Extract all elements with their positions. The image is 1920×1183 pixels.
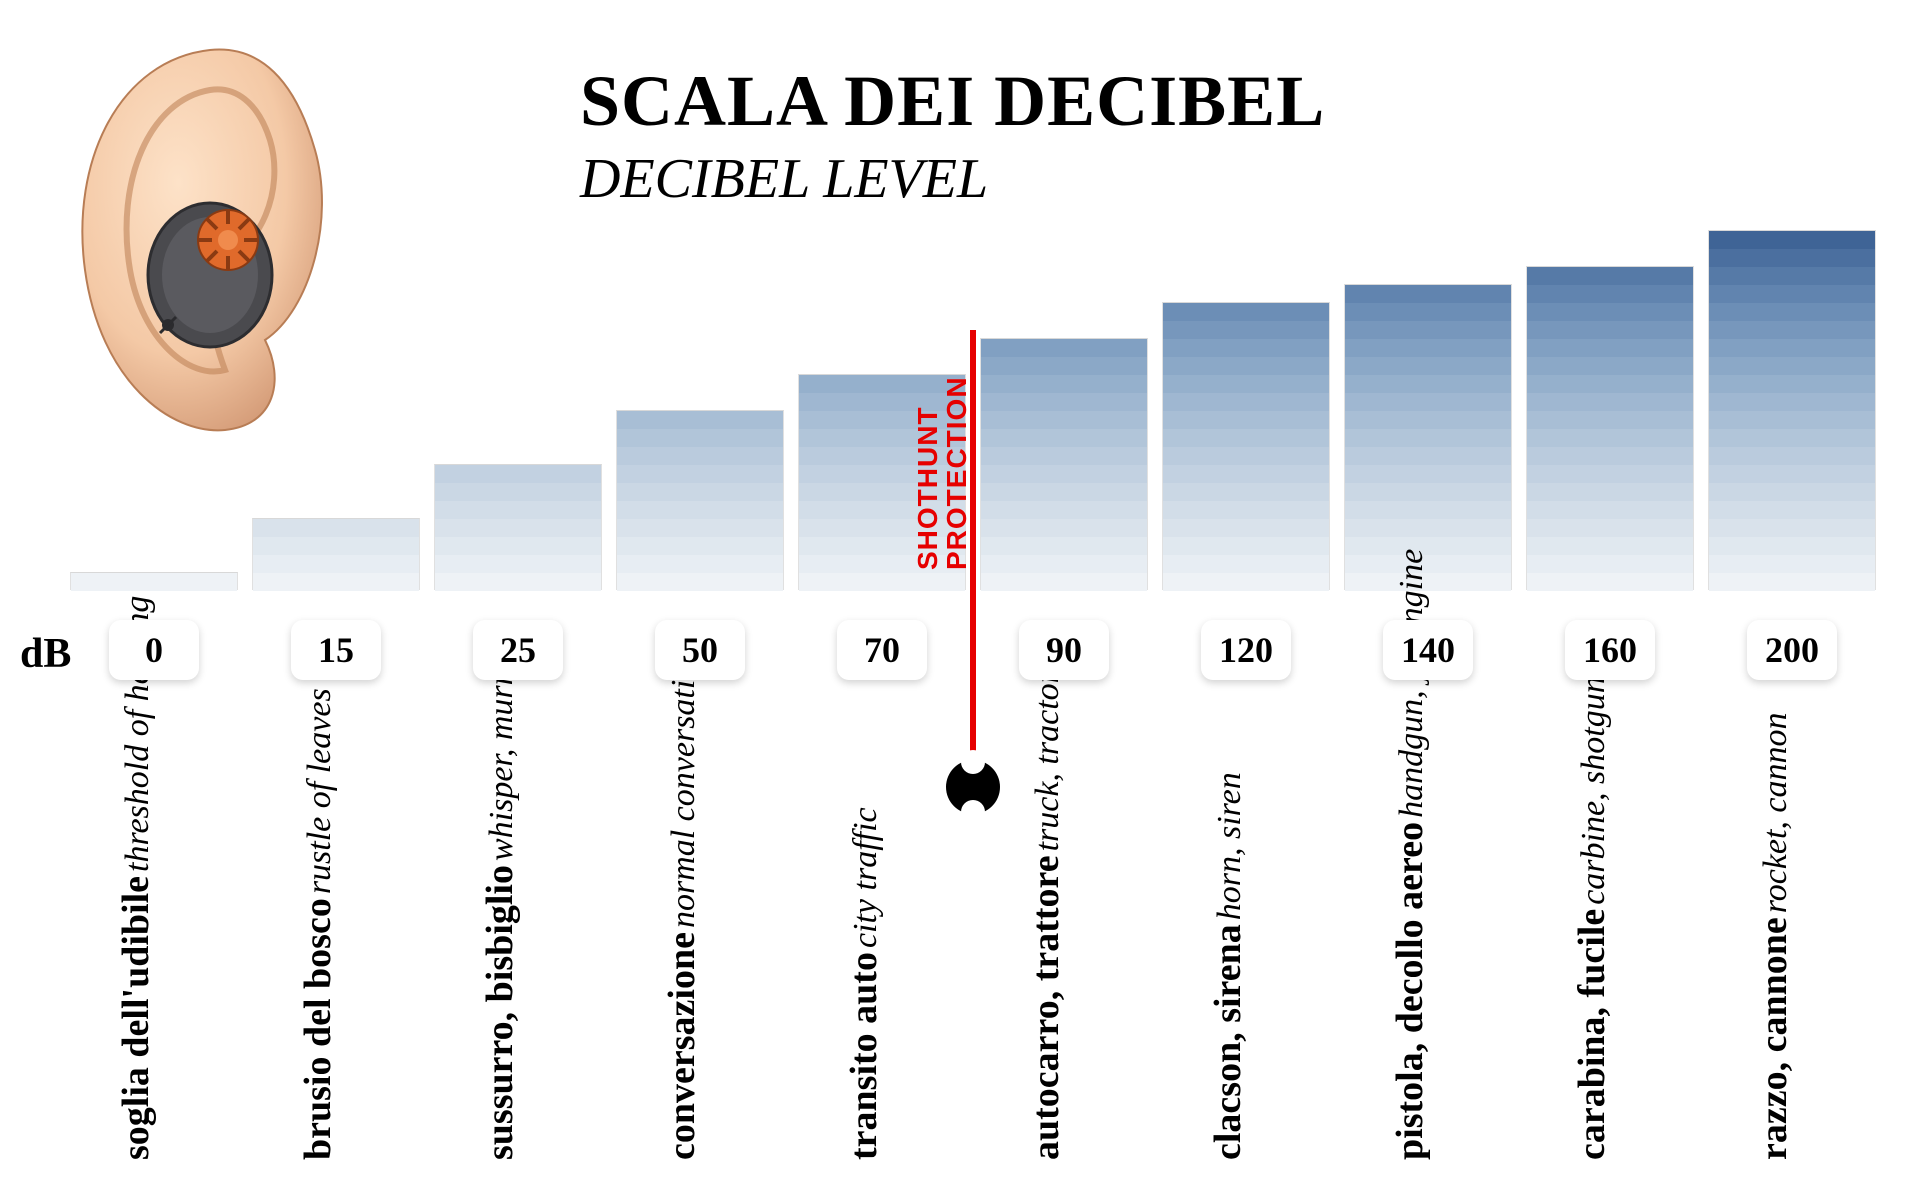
bar-label-en: truck, tractor <box>1029 670 1066 851</box>
chart-bar <box>1526 266 1694 590</box>
db-value-box: 140 <box>1383 620 1473 680</box>
bar-label-it: conversazione <box>661 932 703 1160</box>
chart-bar <box>70 572 238 590</box>
bar-label-en: rocket, cannon <box>1757 712 1794 913</box>
chart-bar <box>980 338 1148 590</box>
db-value-box: 50 <box>655 620 745 680</box>
bar-label-en: normal conversation <box>665 646 702 928</box>
chart-bar <box>616 410 784 590</box>
title-sub: DECIBEL LEVEL <box>580 147 1325 211</box>
db-value-box: 25 <box>473 620 563 680</box>
db-value-box: 160 <box>1565 620 1655 680</box>
bar-label: carabina, fucile carbine, shotgun <box>1570 676 1614 1160</box>
db-value-box: 15 <box>291 620 381 680</box>
bar-label-it: razzo, cannone <box>1753 917 1795 1160</box>
chart-bar <box>434 464 602 590</box>
db-value-box: 90 <box>1019 620 1109 680</box>
bar-label-en: rustle of leaves <box>301 688 338 894</box>
protection-label: SHOTHUNT PROTECTION <box>913 376 972 570</box>
title-main: SCALA DEI DECIBEL <box>580 60 1325 143</box>
bar-label-it: autocarro, trattore <box>1025 855 1067 1160</box>
bar-label-it: transito auto <box>843 952 885 1160</box>
bar-label-it: sussurro, bisbiglio <box>479 865 521 1160</box>
protection-label-line2: PROTECTION <box>941 376 972 570</box>
bar-label: transito auto city traffic <box>842 807 886 1160</box>
chart-bar <box>1708 230 1876 590</box>
bar-label-it: carabina, fucile <box>1571 909 1613 1160</box>
bar-label-it: brusio del bosco <box>297 898 339 1160</box>
chart-bar <box>1344 284 1512 590</box>
bar-label: autocarro, trattore truck, tractor <box>1024 670 1068 1160</box>
protection-label-line1: SHOTHUNT <box>912 406 943 570</box>
title-block: SCALA DEI DECIBEL DECIBEL LEVEL <box>580 60 1325 211</box>
bar-label-it: clacson, sirena <box>1207 924 1249 1160</box>
bar-label-it: pistola, decollo aereo <box>1389 822 1431 1160</box>
bar-label-en: handgun, jet engine <box>1393 549 1430 818</box>
db-value-box: 0 <box>109 620 199 680</box>
chart-bar <box>252 518 420 590</box>
protection-icon <box>946 760 1000 814</box>
bar-label-en: carbine, shotgun <box>1575 676 1612 905</box>
bar-label-en: horn, siren <box>1211 772 1248 920</box>
decibel-bar-chart <box>70 230 1890 590</box>
bar-label-en: city traffic <box>847 807 884 948</box>
bar-label: sussurro, bisbiglio whisper, murmur <box>478 631 522 1160</box>
bar-label: clacson, sirena horn, siren <box>1206 772 1250 1160</box>
db-value-box: 200 <box>1747 620 1837 680</box>
db-value-box: 120 <box>1201 620 1291 680</box>
bar-label: brusio del bosco rustle of leaves <box>296 688 340 1160</box>
db-value-box: 70 <box>837 620 927 680</box>
chart-bar <box>1162 302 1330 590</box>
bar-label: soglia dell'udibile threshold of hearing <box>114 596 158 1160</box>
bar-label-it: soglia dell'udibile <box>115 876 157 1160</box>
bar-label: conversazione normal conversation <box>660 646 704 1160</box>
bar-label: razzo, cannone rocket, cannon <box>1752 712 1796 1160</box>
